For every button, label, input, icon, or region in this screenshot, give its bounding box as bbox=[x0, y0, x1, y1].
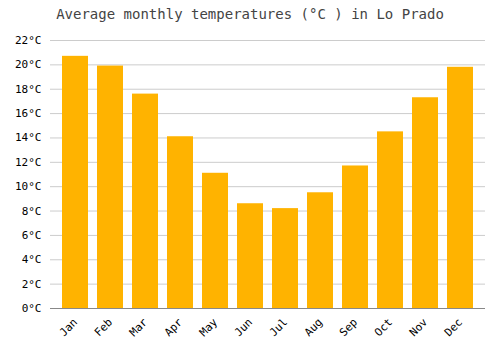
svg-text:6°C: 6°C bbox=[22, 229, 42, 242]
svg-text:Nov: Nov bbox=[407, 315, 431, 339]
svg-text:Dec: Dec bbox=[442, 316, 465, 339]
svg-text:8°C: 8°C bbox=[22, 205, 42, 218]
svg-text:Apr: Apr bbox=[162, 315, 186, 339]
svg-text:2°C: 2°C bbox=[22, 278, 42, 291]
svg-text:18°C: 18°C bbox=[15, 83, 42, 96]
svg-text:14°C: 14°C bbox=[15, 131, 42, 144]
svg-text:16°C: 16°C bbox=[15, 107, 42, 120]
html-text:Average monthly temperatures (: Average monthly temperatures (°C ) in Lo… bbox=[56, 6, 444, 22]
svg-text:Aug: Aug bbox=[302, 316, 325, 339]
svg-text:12°C: 12°C bbox=[15, 156, 42, 169]
svg-text:Mar: Mar bbox=[127, 315, 151, 339]
svg-text:May: May bbox=[197, 315, 221, 339]
svg-text:20°C: 20°C bbox=[15, 58, 42, 71]
svg-text:4°C: 4°C bbox=[22, 253, 42, 266]
svg-text:Jun: Jun bbox=[232, 316, 255, 339]
svg-text:22°C: 22°C bbox=[15, 34, 42, 47]
svg-text:Sep: Sep bbox=[337, 316, 360, 339]
svg-text:0°C: 0°C bbox=[22, 302, 42, 315]
svg-text:Oct: Oct bbox=[372, 316, 395, 339]
svg-text:Jul: Jul bbox=[267, 316, 290, 339]
svg-text:Jan: Jan bbox=[57, 316, 80, 339]
svg-text:Feb: Feb bbox=[92, 316, 115, 339]
svg-text:10°C: 10°C bbox=[15, 180, 42, 193]
